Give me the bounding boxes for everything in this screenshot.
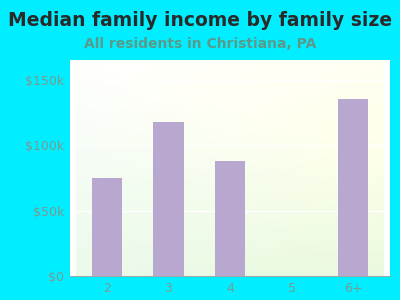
Bar <box>338 99 368 276</box>
Bar <box>92 178 122 276</box>
Bar <box>215 161 245 276</box>
Bar <box>153 122 184 276</box>
Text: Median family income by family size: Median family income by family size <box>8 11 392 29</box>
Text: All residents in Christiana, PA: All residents in Christiana, PA <box>84 38 316 52</box>
